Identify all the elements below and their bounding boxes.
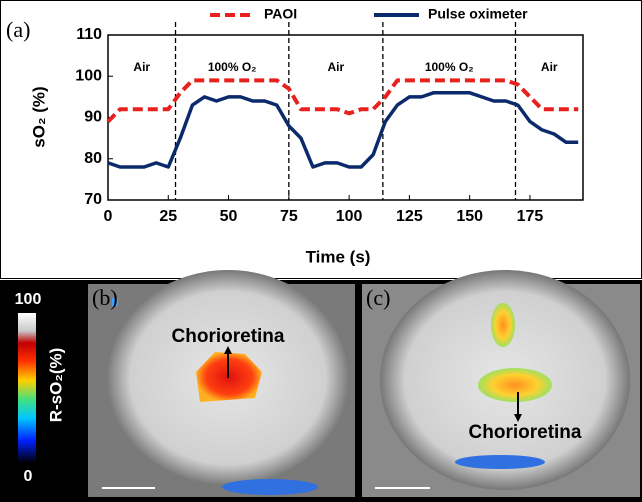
y-tick-label: 80	[84, 150, 102, 167]
image-panel: (b) Chorioretina	[88, 270, 355, 497]
x-axis-title: Time (s)	[306, 247, 371, 266]
phase-label: 100% O₂	[425, 60, 474, 74]
x-tick-label: 150	[456, 208, 483, 225]
x-tick-label: 50	[220, 208, 238, 225]
panel-label: (b)	[92, 285, 118, 310]
colorbar-max: 100	[15, 291, 42, 308]
image-panel: (c) Chorioretina	[362, 270, 640, 497]
y-tick-label: 110	[76, 26, 102, 43]
series-line	[107, 91, 579, 169]
phase-label: 100% O₂	[208, 60, 257, 74]
phase-label: Air	[133, 60, 150, 74]
x-tick-label: 100	[336, 208, 363, 225]
y-tick-label: 100	[75, 67, 102, 84]
panel-label: (c)	[366, 285, 390, 310]
x-tick-label: 25	[159, 208, 177, 225]
y-tick-label: 90	[84, 109, 102, 126]
series-line	[106, 78, 579, 123]
y-axis-title: sO₂ (%)	[29, 86, 48, 147]
y-tick-label: 70	[84, 191, 102, 208]
panel-label: (a)	[6, 17, 30, 42]
legend-label: Pulse oximeter	[428, 6, 528, 22]
legend-label: PAOI	[264, 6, 297, 22]
x-tick-label: 125	[396, 208, 423, 225]
colorbar-min: 0	[24, 468, 33, 485]
line-chart: (a) Time (s) sO₂ (%) 70 80 90 100 110 0 25 50 75…	[6, 6, 584, 266]
annotation: Chorioretina	[172, 326, 285, 347]
phase-label: Air	[328, 60, 345, 74]
x-tick-label: 0	[104, 208, 113, 225]
annotation: Chorioretina	[469, 422, 582, 443]
phase-label: Air	[541, 60, 558, 74]
colorbar	[18, 313, 36, 463]
colorbar-label: R-sO₂(%)	[46, 348, 65, 423]
x-tick-label: 175	[517, 208, 544, 225]
x-tick-label: 75	[280, 208, 298, 225]
